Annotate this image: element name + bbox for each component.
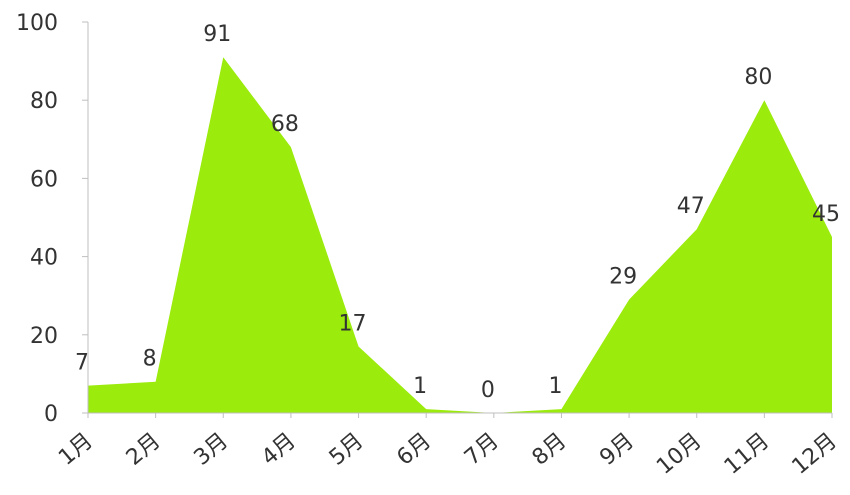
- x-tick-label: 4月: [257, 428, 301, 470]
- data-label: 91: [203, 22, 231, 47]
- y-tick-label: 0: [44, 402, 58, 427]
- data-label: 29: [609, 265, 637, 290]
- x-tick-label: 7月: [460, 428, 504, 470]
- data-label: 8: [143, 347, 157, 372]
- y-tick-label: 20: [30, 324, 58, 349]
- data-label: 45: [812, 202, 840, 227]
- data-label: 7: [75, 351, 89, 376]
- data-label: 1: [413, 374, 427, 399]
- area-series: [88, 57, 832, 413]
- data-labels: 7 8 91 68 17 1 0 1 29 47 80 45: [75, 22, 840, 403]
- x-axis-ticks: 1月 2月 3月 4月 5月 6月 7月 8月 9月 10月 11月 12月: [54, 413, 842, 480]
- y-tick-label: 60: [30, 167, 58, 192]
- data-label: 0: [481, 378, 495, 403]
- x-tick-label: 11月: [720, 428, 774, 479]
- axes: [87, 22, 832, 414]
- x-tick-label: 6月: [392, 428, 436, 470]
- x-tick-label: 12月: [787, 428, 841, 479]
- x-tick-label: 9月: [595, 428, 639, 470]
- y-tick-label: 80: [30, 89, 58, 114]
- x-tick-label: 5月: [325, 428, 369, 470]
- x-tick-label: 3月: [189, 428, 233, 470]
- x-tick-label: 8月: [528, 428, 572, 470]
- data-label: 68: [271, 112, 299, 137]
- y-tick-label: 40: [30, 246, 58, 271]
- data-label: 47: [677, 194, 705, 219]
- y-axis-ticks: 0 20 40 60 80 100: [16, 11, 88, 427]
- x-tick-label: 2月: [122, 428, 166, 470]
- data-label: 17: [339, 312, 367, 337]
- data-label: 1: [548, 374, 562, 399]
- area-fill: [88, 57, 832, 413]
- x-tick-label: 10月: [652, 428, 706, 479]
- data-label: 80: [744, 65, 772, 90]
- y-tick-label: 100: [16, 11, 58, 36]
- x-tick-label: 1月: [54, 428, 98, 470]
